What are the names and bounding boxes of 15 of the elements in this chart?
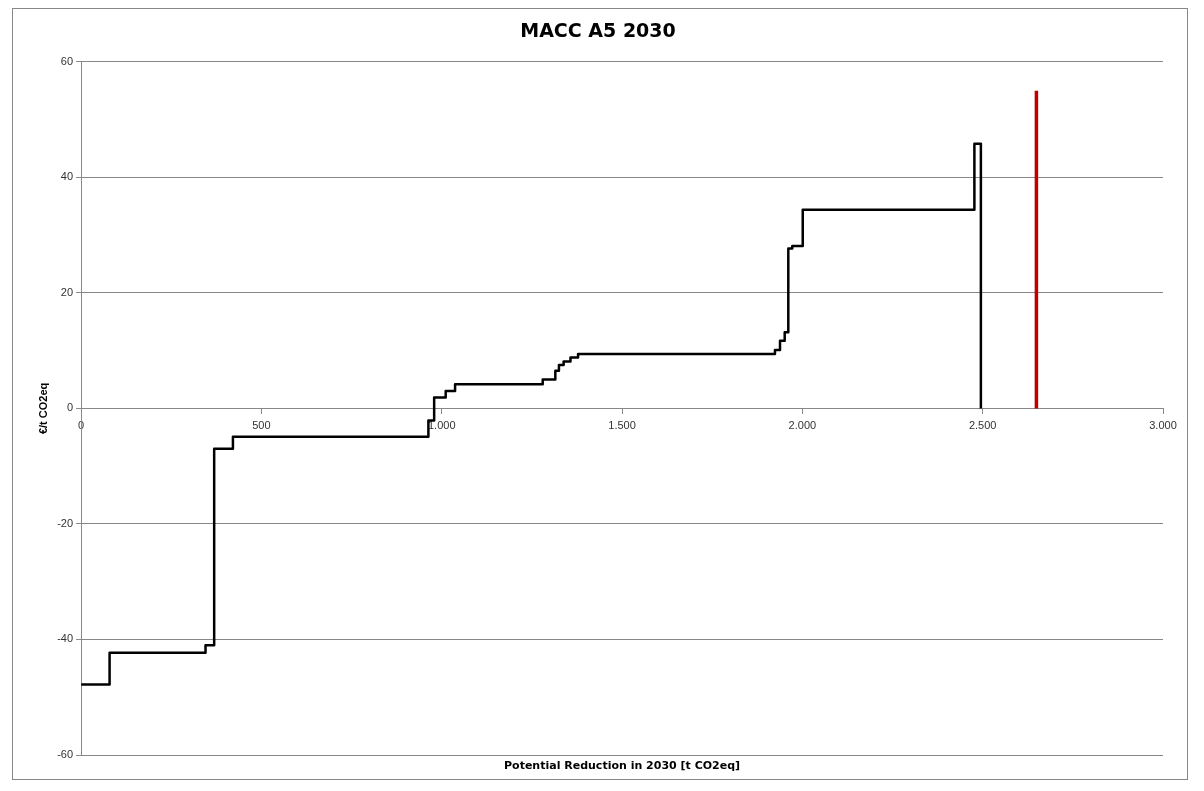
y-tick-label: -20	[57, 516, 74, 529]
y-tick-label: 60	[60, 54, 74, 67]
y-axis-title: €/t CO2eq	[36, 382, 49, 435]
y-tick-label: 40	[60, 170, 74, 183]
y-tick-label: -60	[57, 748, 74, 761]
y-tick-label: 0	[66, 401, 74, 414]
x-axis-title: Potential Reduction in 2030 [t CO2eq]	[504, 759, 741, 773]
y-tick-label: 20	[60, 285, 74, 298]
chart-title: MACC A5 2030	[520, 19, 676, 42]
y-tick-label: -40	[57, 632, 74, 645]
x-tick-label: 2.500	[968, 419, 997, 432]
x-tick-label: 3.000	[1149, 419, 1177, 432]
x-tick-label: 500	[252, 419, 271, 432]
x-tick-label: 1.500	[608, 419, 636, 432]
x-tick-label: 2.000	[788, 419, 817, 432]
